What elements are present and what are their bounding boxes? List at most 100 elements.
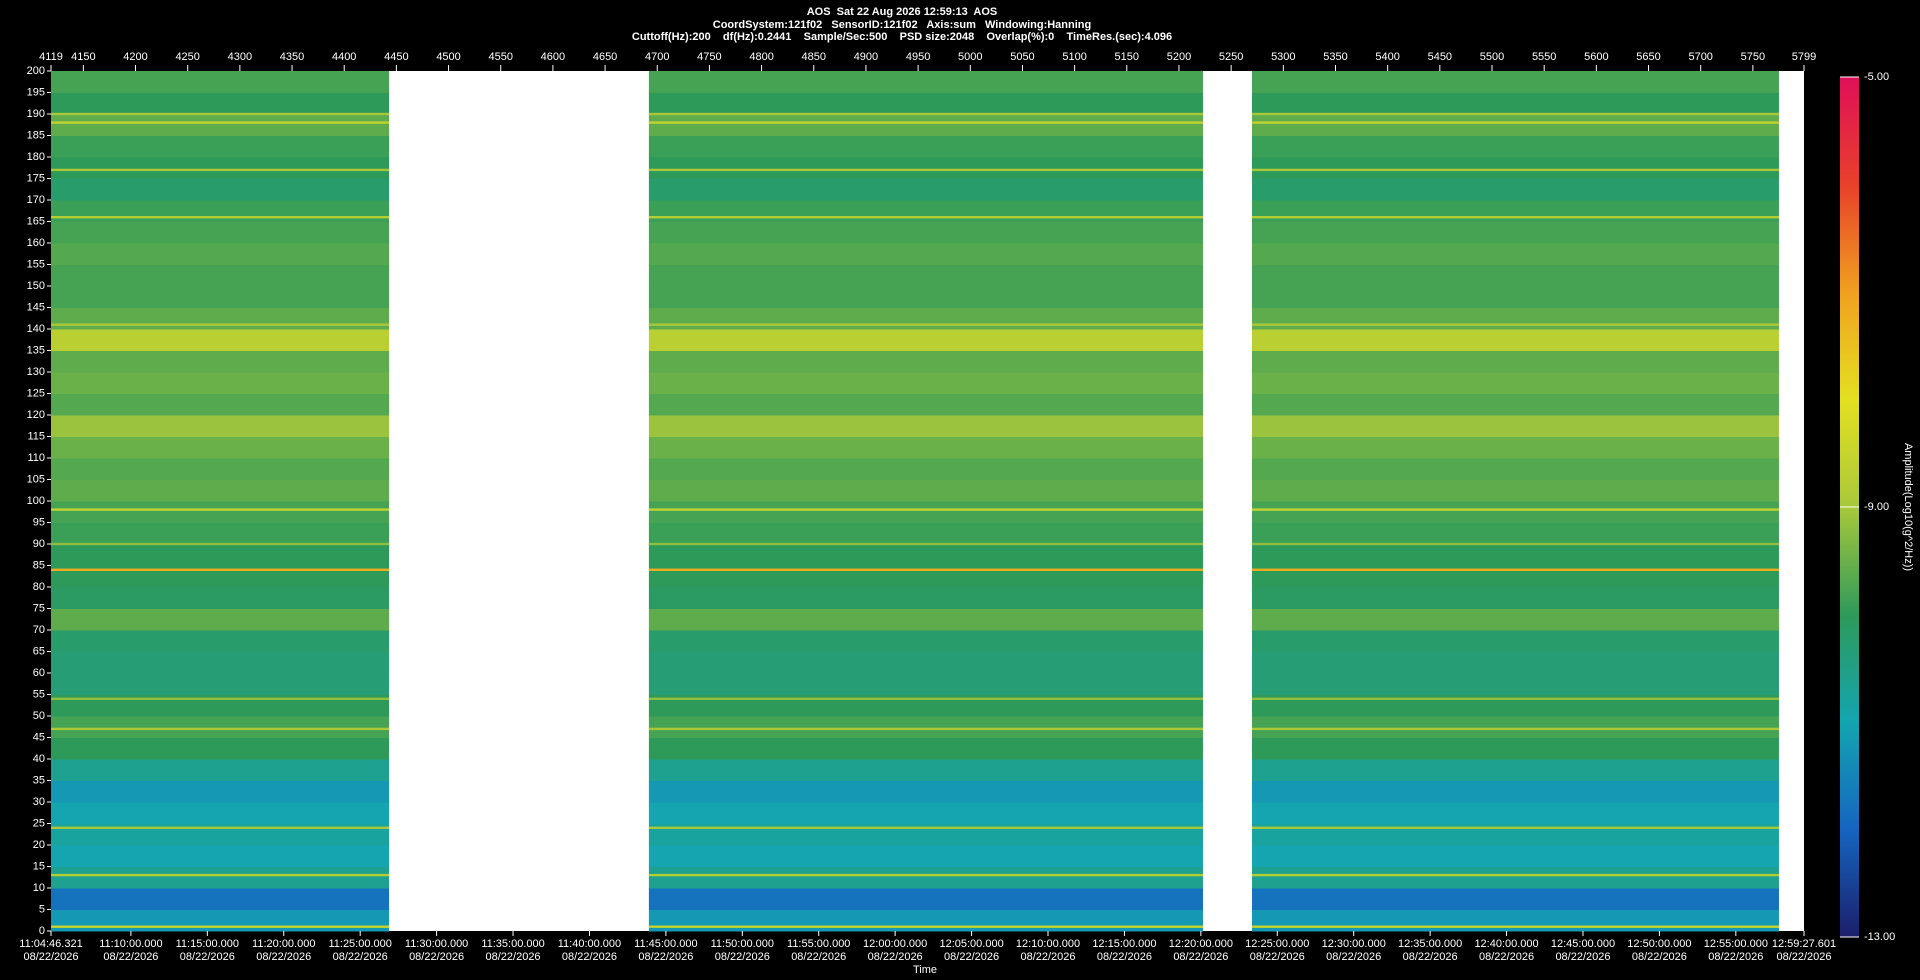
- y-tick-label: 145: [27, 301, 45, 313]
- spectrum-band: [51, 909, 390, 932]
- x2-tick-date: 08/22/2026: [1776, 951, 1831, 963]
- spectral-line: [51, 542, 390, 546]
- spectrum-band: [1252, 372, 1779, 394]
- spectral-line: [648, 873, 1203, 877]
- spectrum-band: [648, 737, 1203, 760]
- spectrum-band: [1252, 651, 1779, 674]
- x-tick-label: 5050: [1010, 51, 1034, 63]
- spectrum-band: [51, 114, 390, 136]
- spectrum-band: [1252, 716, 1779, 738]
- y-tick-label: 95: [33, 516, 45, 528]
- spectral-line: [648, 826, 1203, 829]
- spectrum-band: [1252, 329, 1779, 351]
- x-tick-label: 5250: [1219, 51, 1243, 63]
- spectral-line: [648, 727, 1203, 731]
- x2-tick-date: 08/22/2026: [1632, 951, 1687, 963]
- x2-tick-label: 12:30:00.000: [1322, 938, 1386, 950]
- y-tick-label: 175: [27, 172, 45, 184]
- x-tick-label: 4500: [436, 51, 460, 63]
- spectrum-band: [648, 178, 1203, 201]
- spectrum-band: [648, 458, 1203, 480]
- x-tick-label: 4400: [332, 51, 356, 63]
- spectrum-band: [648, 780, 1203, 803]
- spectrum-band: [51, 135, 390, 158]
- spectrum-band: [648, 307, 1203, 330]
- spectral-line: [51, 568, 390, 571]
- spectral-line: [1252, 542, 1779, 546]
- spectrum-band: [1252, 888, 1779, 910]
- spectral-line: [1252, 826, 1779, 829]
- spectrum-band: [1252, 415, 1779, 437]
- spectrum-band: [648, 630, 1203, 652]
- x-tick-label: 4600: [541, 51, 565, 63]
- spectrum-band: [51, 673, 390, 695]
- spectrum-band: [648, 200, 1203, 222]
- spectrum-band: [648, 264, 1203, 287]
- x2-tick-label: 11:45:00.000: [634, 938, 697, 950]
- y-tick-label: 130: [27, 366, 45, 378]
- spectrum-band: [648, 845, 1203, 867]
- y-tick-label: 25: [33, 817, 45, 829]
- y-tick-label: 90: [33, 538, 45, 550]
- spectral-line: [648, 697, 1203, 700]
- spectral-line: [648, 925, 1203, 928]
- x2-tick-label: 11:04:46.321: [19, 938, 82, 950]
- spectrum-band: [648, 350, 1203, 373]
- spectral-line: [51, 112, 390, 116]
- spectral-line: [1252, 697, 1779, 700]
- y-tick-label: 200: [27, 65, 45, 77]
- x2-tick-date: 08/22/2026: [791, 951, 846, 963]
- spectrum-band: [1252, 200, 1779, 222]
- spectrum-band: [1252, 243, 1779, 265]
- spectral-line: [1252, 216, 1779, 219]
- spectrum-band: [1252, 264, 1779, 287]
- x-tick-label: 4350: [280, 51, 304, 63]
- chart-subtitle: CoordSystem:121f02 SensorID:121f02 Axis:…: [713, 19, 1091, 31]
- spectral-line: [1252, 121, 1779, 124]
- spectrum-band: [1252, 866, 1779, 889]
- spectrum-band: [51, 329, 390, 351]
- spectrum-band: [51, 92, 390, 115]
- colorbar-tick-label: -13.00: [1864, 931, 1895, 943]
- spectrum-band: [51, 178, 390, 201]
- spectral-line: [1252, 508, 1779, 511]
- x2-tick-label: 12:25:00.000: [1245, 938, 1309, 950]
- spectrum-band: [51, 608, 390, 631]
- spectrum-band: [1252, 501, 1779, 523]
- spectrum-band: [1252, 458, 1779, 480]
- spectrum-band: [51, 71, 390, 93]
- y-tick-label: 110: [27, 452, 45, 464]
- x-tick-label: 5100: [1062, 51, 1086, 63]
- spectrum-band: [51, 522, 390, 545]
- spectrum-band: [648, 92, 1203, 115]
- spectrum-band: [1252, 608, 1779, 631]
- spectrum-band: [1252, 522, 1779, 545]
- spectrum-band: [51, 221, 390, 244]
- spectral-line: [1252, 873, 1779, 877]
- spectrum-band: [51, 630, 390, 652]
- spectrum-band: [51, 264, 390, 287]
- x-tick-label: 5200: [1167, 51, 1191, 63]
- x2-tick-label: 11:25:00.000: [328, 938, 391, 950]
- spectrum-band: [1252, 845, 1779, 867]
- x2-tick-date: 08/22/2026: [1250, 951, 1305, 963]
- spectral-line: [648, 568, 1203, 571]
- spectrum-band: [1252, 71, 1779, 93]
- y-tick-label: 170: [27, 194, 45, 206]
- y-tick-label: 45: [33, 731, 45, 743]
- x2-tick-label: 11:15:00.000: [176, 938, 239, 950]
- x-tick-label: 5700: [1688, 51, 1712, 63]
- spectral-line: [51, 216, 390, 219]
- x-axis-label: Time: [913, 964, 937, 976]
- spectral-line: [1252, 727, 1779, 731]
- spectrum-band: [51, 759, 390, 781]
- spectrum-band: [51, 307, 390, 330]
- y-tick-label: 140: [27, 323, 45, 335]
- y-tick-label: 115: [27, 430, 45, 442]
- spectrum-band: [648, 372, 1203, 394]
- y-tick-label: 165: [27, 215, 45, 227]
- x-tick-label: 4450: [384, 51, 408, 63]
- spectrum-band: [51, 587, 390, 609]
- spectrum-band: [648, 909, 1203, 932]
